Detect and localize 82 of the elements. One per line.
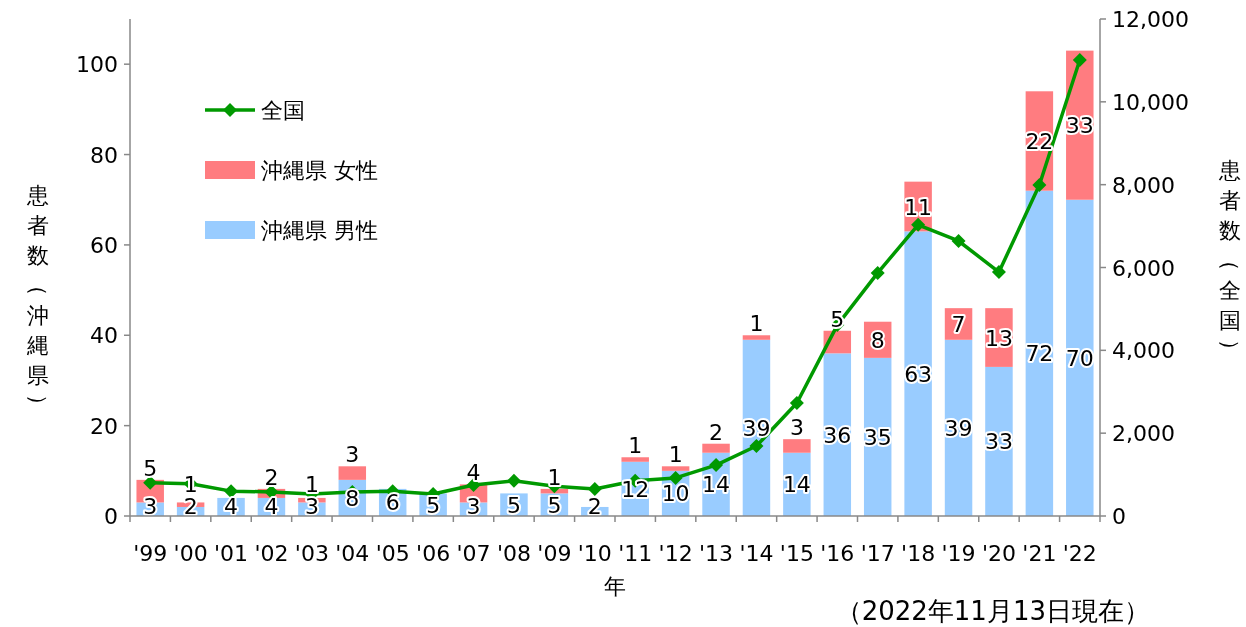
data-label: 2	[587, 494, 602, 519]
x-tick-label: '06	[416, 541, 451, 566]
data-label: 5	[426, 492, 441, 518]
data-label: 12	[621, 476, 650, 502]
y-tick-label: 40	[90, 323, 118, 349]
y-tick-label: 20	[90, 413, 118, 439]
x-tick-label: '14	[739, 541, 774, 566]
legend-label: 沖縄県 男性	[261, 218, 378, 243]
x-tick-label: '12	[658, 541, 693, 566]
y2-tick-label: 6,000	[1112, 255, 1175, 281]
x-tick-label: '07	[456, 541, 491, 566]
data-label: 39	[944, 415, 973, 441]
data-label: 14	[782, 472, 811, 498]
data-label: 1	[628, 433, 643, 459]
y2-tick-label: 2,000	[1112, 421, 1175, 447]
x-tick-label: '10	[577, 541, 612, 566]
data-label: 35	[863, 424, 892, 450]
data-label: 5	[547, 492, 562, 518]
data-label: 3	[143, 494, 158, 519]
x-tick-label: '03	[294, 541, 329, 566]
y-tick-label: 100	[76, 52, 118, 78]
x-tick-label: '99	[133, 541, 168, 566]
data-label: 1	[749, 311, 764, 337]
x-tick-label: '21	[1022, 541, 1057, 566]
data-label: 8	[870, 327, 885, 353]
x-tick-label: '22	[1062, 541, 1097, 566]
x-tick-label: '04	[335, 541, 370, 566]
y2-tick-label: 10,000	[1112, 89, 1189, 115]
x-tick-label: '15	[779, 541, 814, 566]
data-label: 3	[345, 442, 360, 468]
data-label: 4	[264, 494, 279, 519]
data-label: 6	[385, 490, 400, 516]
data-label: 3	[466, 494, 481, 519]
y-tick-label: 80	[90, 142, 118, 168]
data-label: 1	[668, 442, 683, 468]
data-label: 2	[264, 464, 279, 490]
data-label: 4	[466, 460, 481, 486]
y2-tick-label: 8,000	[1112, 172, 1175, 198]
data-label: 22	[1025, 128, 1054, 154]
y2-tick-label: 12,000	[1112, 7, 1189, 32]
data-label: 36	[823, 422, 852, 448]
y2-tick-label: 4,000	[1112, 338, 1175, 364]
data-label: 2	[183, 494, 198, 519]
data-label: 3	[789, 415, 804, 441]
x-tick-label: '05	[375, 541, 410, 566]
data-label: 33	[1065, 113, 1094, 139]
data-label: 10	[661, 481, 690, 507]
y2-axis-title: 患者数（全国）	[1217, 157, 1243, 361]
legend-label: 全国	[261, 98, 305, 123]
text: （2022年11月13日現在）	[835, 596, 1150, 626]
data-label: 11	[904, 194, 933, 220]
data-label: 70	[1065, 345, 1094, 371]
y-axis-title: 患者数（沖縄県）	[25, 182, 51, 416]
x-tick-label: '20	[981, 541, 1016, 566]
x-tick-label: '18	[901, 541, 936, 566]
y-tick-label: 0	[104, 504, 118, 529]
data-label: 72	[1025, 341, 1054, 367]
x-tick-label: '00	[173, 541, 208, 566]
data-label: 39	[742, 415, 771, 441]
data-label: 14	[702, 472, 731, 498]
data-label: 4	[224, 494, 239, 519]
x-axis-title: 年	[604, 574, 626, 599]
data-label: 2	[709, 419, 724, 445]
x-tick-label: '17	[860, 541, 895, 566]
x-tick-label: '16	[820, 541, 855, 566]
x-tick-label: '01	[214, 541, 249, 566]
data-label: 63	[904, 361, 933, 387]
data-label: 13	[984, 325, 1013, 351]
x-tick-label: '02	[254, 541, 289, 566]
y-tick-label: 60	[90, 232, 118, 258]
x-tick-label: '11	[618, 541, 653, 566]
x-tick-label: '08	[496, 541, 531, 566]
x-tick-label: '09	[537, 541, 572, 566]
data-label: 7	[951, 311, 966, 337]
data-label: 5	[143, 455, 158, 481]
data-label: 5	[506, 492, 521, 518]
y2-tick-label: 0	[1112, 504, 1126, 529]
x-tick-label: '13	[699, 541, 734, 566]
legend-label: 沖縄県 女性	[261, 158, 378, 183]
data-label: 33	[984, 429, 1013, 455]
data-label: 3	[304, 494, 319, 519]
x-tick-label: '19	[941, 541, 976, 566]
